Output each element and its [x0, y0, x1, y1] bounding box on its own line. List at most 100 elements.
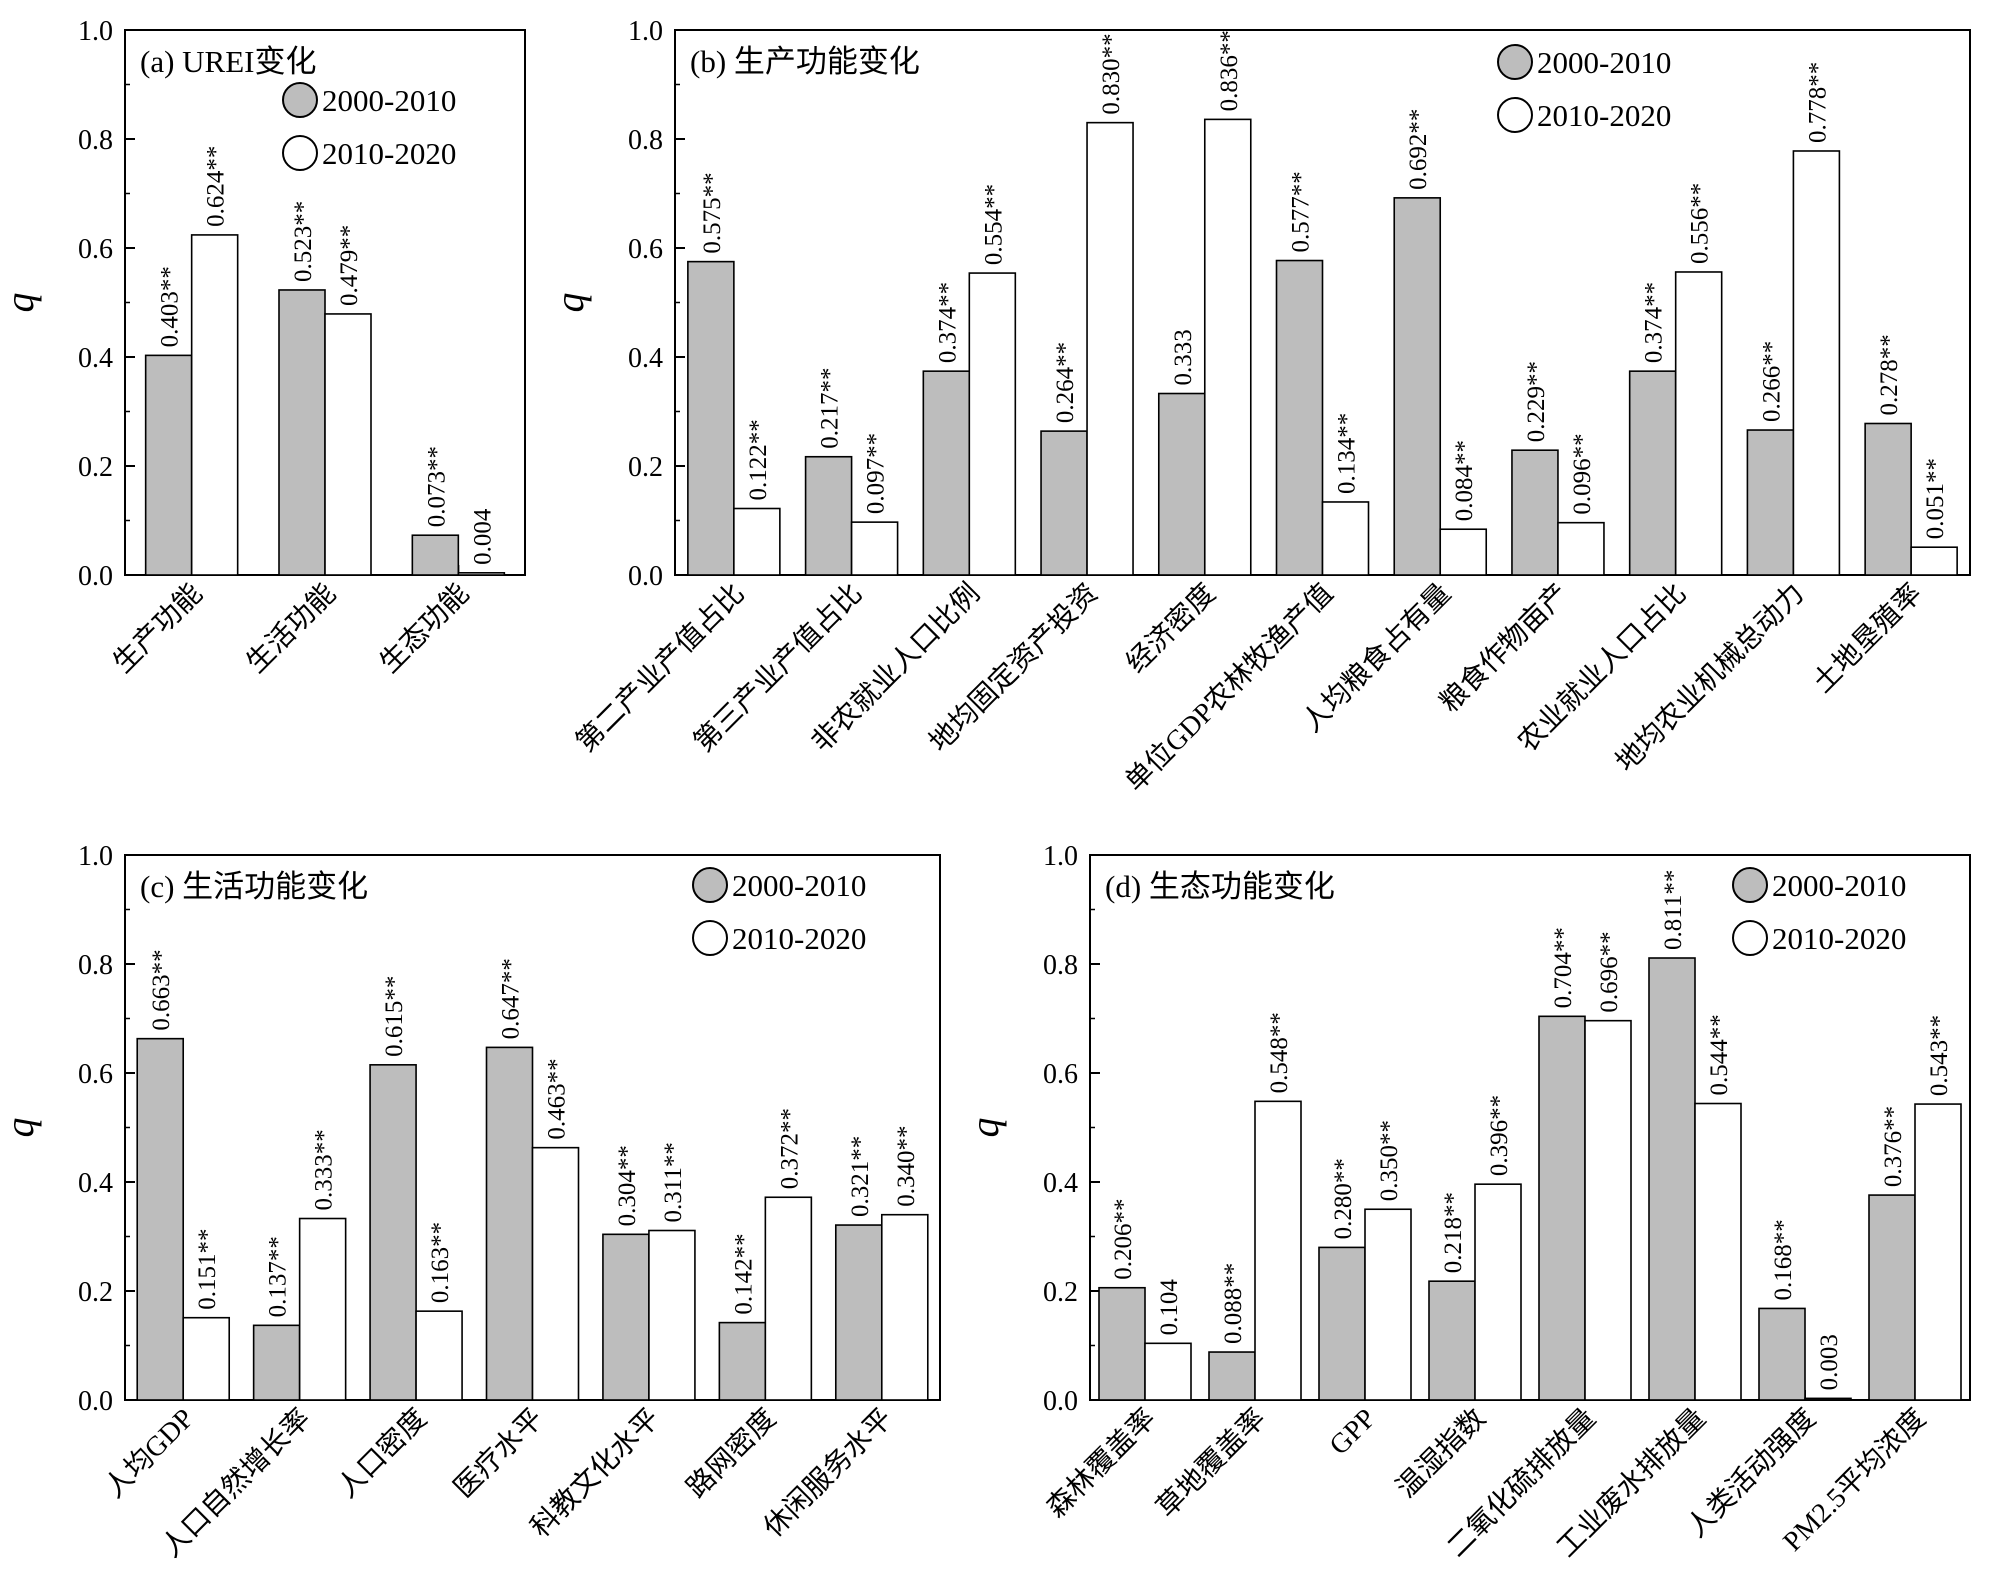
y-tick-label: 0.6 [1043, 1059, 1078, 1090]
y-tick-label: 0.2 [1043, 1277, 1078, 1308]
x-category-label: GPP [1324, 1403, 1382, 1461]
bar-2000-2010 [1393, 197, 1442, 576]
data-label: 0.088** [1220, 1263, 1247, 1344]
bar-2010-2020 [1144, 1342, 1192, 1401]
data-label: 0.615** [381, 976, 408, 1057]
legend-marker-2000-2010 [692, 867, 728, 903]
bar-2010-2020 [1792, 150, 1841, 576]
data-label: 0.647** [498, 958, 525, 1039]
bar-2010-2020 [1584, 1019, 1632, 1401]
y-tick-label: 0.8 [78, 950, 113, 981]
bar-2000-2010 [922, 370, 971, 576]
bar-2000-2010 [1098, 1286, 1146, 1401]
bar-2010-2020 [968, 272, 1017, 576]
data-label: 0.778** [1804, 62, 1831, 143]
bar-2010-2020 [415, 1310, 463, 1401]
legend-label: 2010-2020 [732, 921, 866, 956]
y-tick-label: 1.0 [78, 841, 113, 872]
bar-2000-2010 [1040, 430, 1088, 576]
data-label: 0.340** [893, 1125, 920, 1206]
bar-2010-2020 [764, 1196, 813, 1401]
data-label: 0.278** [1876, 334, 1903, 415]
y-axis-label: q [547, 293, 592, 313]
bar-2010-2020 [1804, 1397, 1852, 1401]
legend-marker-2010-2020 [1497, 97, 1533, 133]
bar-2000-2010 [834, 1224, 883, 1401]
data-label: 0.229** [1523, 361, 1550, 442]
y-tick-label: 0.6 [78, 234, 113, 265]
y-tick-label: 0.2 [78, 452, 113, 483]
data-label: 0.376** [1880, 1106, 1907, 1187]
y-axis-label: q [962, 1118, 1007, 1138]
bar-2000-2010 [369, 1064, 417, 1401]
data-label: 0.304** [614, 1145, 641, 1226]
y-tick-label: 0.4 [628, 343, 663, 374]
legend-marker-2000-2010 [282, 82, 318, 118]
bar-2000-2010 [144, 354, 193, 576]
legend-marker-2000-2010 [1732, 867, 1768, 903]
data-label: 0.548** [1266, 1012, 1293, 1093]
data-label: 0.280** [1330, 1158, 1357, 1239]
bar-2010-2020 [1674, 271, 1723, 576]
bar-2000-2010 [1511, 449, 1559, 576]
data-label: 0.374** [934, 282, 961, 363]
data-label: 0.163** [427, 1222, 454, 1303]
data-label: 0.544** [1706, 1014, 1733, 1095]
data-label: 0.836** [1216, 30, 1243, 111]
y-tick-label: 0.4 [78, 1168, 113, 1199]
bar-2010-2020 [1364, 1208, 1412, 1401]
bar-2000-2010 [136, 1037, 185, 1401]
bar-2010-2020 [298, 1217, 347, 1401]
bar-2000-2010 [252, 1324, 301, 1401]
data-label: 0.374** [1641, 282, 1668, 363]
bar-2000-2010 [1864, 422, 1912, 576]
bar-2000-2010 [1868, 1194, 1916, 1401]
data-label: 0.137** [265, 1236, 292, 1317]
x-category-label: 地均农业机械总动力 [1610, 577, 1811, 778]
legend-label: 2000-2010 [732, 868, 866, 903]
legend-label: 2010-2020 [322, 136, 456, 171]
data-label: 0.084** [1451, 440, 1478, 521]
y-tick-label: 0.0 [78, 1386, 113, 1417]
x-category-label: 经济密度 [1120, 577, 1222, 679]
data-label: 0.206** [1110, 1198, 1137, 1279]
legend-marker-2010-2020 [282, 135, 318, 171]
y-tick-label: 0.6 [78, 1059, 113, 1090]
data-label: 0.479** [336, 225, 363, 306]
y-tick-label: 1.0 [1043, 841, 1078, 872]
bar-2010-2020 [1474, 1183, 1522, 1401]
y-tick-label: 0.8 [78, 125, 113, 156]
data-label: 0.073** [423, 446, 450, 527]
legend-label: 2010-2020 [1537, 98, 1671, 133]
x-category-label: 生活功能 [240, 577, 342, 679]
data-label: 0.151** [194, 1228, 221, 1309]
bar-2000-2010 [1538, 1015, 1586, 1401]
legend-marker-2010-2020 [692, 920, 728, 956]
data-label: 0.218** [1440, 1192, 1467, 1273]
x-category-label: 土地垦殖率 [1806, 577, 1928, 699]
y-tick-label: 0.0 [78, 561, 113, 592]
data-label: 0.575** [699, 172, 726, 253]
bar-2000-2010 [602, 1233, 650, 1401]
y-axis-label: q [0, 1118, 42, 1138]
x-category-label: 生产功能 [107, 577, 209, 679]
data-label: 0.663** [148, 949, 175, 1030]
data-label: 0.811** [1660, 870, 1687, 950]
bar-2010-2020 [1557, 521, 1605, 576]
data-label: 0.333** [311, 1129, 338, 1210]
data-label: 0.624** [203, 146, 230, 227]
data-label: 0.692** [1405, 109, 1432, 190]
x-category-label: 路网密度 [680, 1402, 782, 1504]
data-label: 0.463** [544, 1058, 571, 1139]
data-label: 0.396** [1486, 1095, 1513, 1176]
y-tick-label: 0.8 [628, 125, 663, 156]
bar-2000-2010 [804, 455, 853, 576]
x-category-label: 生态功能 [373, 577, 475, 679]
data-label: 0.264** [1052, 342, 1079, 423]
y-tick-label: 0.0 [1043, 1386, 1078, 1417]
y-tick-label: 0.2 [78, 1277, 113, 1308]
bar-2000-2010 [1758, 1307, 1806, 1401]
bar-2000-2010 [718, 1321, 767, 1401]
chart-title: (a) UREI变化 [140, 44, 316, 79]
